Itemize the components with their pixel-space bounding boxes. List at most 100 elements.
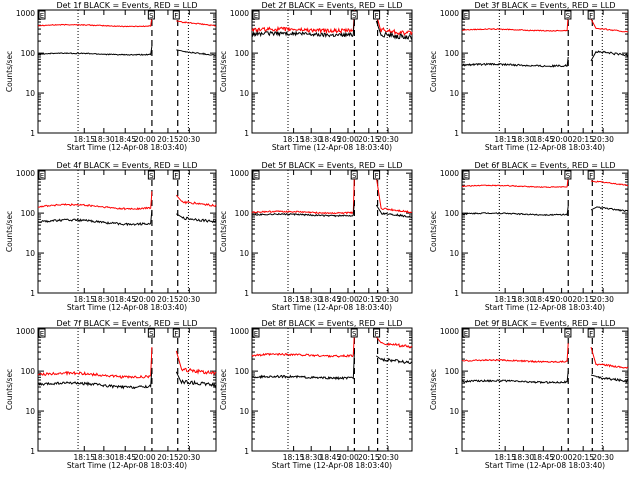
- x-tick-label: 20:00: [134, 295, 156, 304]
- y-axis-label: Counts/sec: [219, 369, 228, 410]
- plot-frame: [251, 169, 413, 294]
- flag-s-box: [350, 10, 358, 20]
- y-tick-label: 1: [454, 447, 459, 456]
- flag-e-box: [252, 328, 260, 338]
- flag-e: E: [40, 330, 44, 338]
- red-lld-line-post: [375, 176, 413, 214]
- flag-s-box: [564, 10, 572, 20]
- y-tick-label: 100: [445, 209, 460, 218]
- black-events-line-pre: [251, 351, 355, 381]
- x-tick-label: 20:30: [377, 453, 399, 462]
- x-tick-label: 18:45: [114, 453, 136, 462]
- panel-title: Det 5f BLACK = Events, RED = LLD: [261, 161, 402, 170]
- y-tick-label: 1000: [230, 9, 249, 18]
- x-tick-label: 20:30: [377, 135, 399, 144]
- red-lld-line-post: [175, 350, 217, 376]
- y-tick-label: 10: [25, 407, 35, 416]
- x-axis-label: Start Time (12-Apr-08 18:03:40): [485, 461, 605, 470]
- y-tick-label: 10: [239, 89, 249, 98]
- panel-1: Det 1f BLACK = Events, RED = LLD 1 10 100 10…: [5, 1, 217, 152]
- x-tick-label: 18:15: [283, 453, 305, 462]
- x-tick-label: 20:30: [178, 453, 200, 462]
- y-axis-label: Counts/sec: [5, 51, 14, 92]
- x-tick-label: 18:30: [300, 453, 322, 462]
- flag-f-box: [587, 170, 595, 180]
- panel-title: Det 6f BLACK = Events, RED = LLD: [474, 161, 615, 170]
- x-tick-label: 18:15: [494, 135, 516, 144]
- x-tick-label: 20:00: [551, 135, 573, 144]
- x-tick-label: 18:45: [114, 135, 136, 144]
- black-events-line-pre: [461, 56, 569, 68]
- y-tick-label: 10: [449, 407, 459, 416]
- black-events-line-post: [590, 374, 629, 383]
- flag-s: S: [566, 12, 571, 20]
- red-lld-line-pre: [251, 173, 355, 215]
- flag-e: E: [464, 330, 468, 338]
- x-tick-label: 20:00: [551, 453, 573, 462]
- y-tick-label: 100: [445, 367, 460, 376]
- panel-4: Det 4f BLACK = Events, RED = LLD 1 10 100 10…: [5, 161, 217, 312]
- red-lld-line-pre: [37, 347, 153, 379]
- red-lld-line-pre: [251, 9, 355, 35]
- y-tick-label: 1000: [230, 327, 249, 336]
- x-axis-label: Start Time (12-Apr-08 18:03:40): [67, 143, 187, 152]
- x-axis-label: Start Time (12-Apr-08 18:03:40): [485, 303, 605, 312]
- y-tick-label: 10: [239, 249, 249, 258]
- panel-title: Det 3f BLACK = Events, RED = LLD: [474, 1, 615, 10]
- flag-f: F: [589, 12, 593, 20]
- y-tick-label: 100: [235, 49, 250, 58]
- y-tick-label: 1: [30, 447, 35, 456]
- x-tick-label: 20:30: [178, 135, 200, 144]
- x-tick-label: 18:30: [513, 295, 535, 304]
- flag-s-box: [350, 328, 358, 338]
- red-lld-line-post: [590, 180, 629, 187]
- red-lld-line-pre: [461, 14, 569, 32]
- flag-f: F: [375, 172, 379, 180]
- x-tick-label: 18:15: [73, 453, 95, 462]
- x-tick-label: 18:30: [513, 453, 535, 462]
- black-events-line-pre: [461, 371, 569, 385]
- panel-title: Det 2f BLACK = Events, RED = LLD: [261, 1, 402, 10]
- flag-s: S: [352, 172, 357, 180]
- black-events-line-pre: [461, 206, 569, 217]
- y-tick-label: 100: [445, 49, 460, 58]
- black-events-line-post: [590, 206, 629, 213]
- x-tick-label: 18:45: [533, 453, 555, 462]
- x-tick-label: 18:30: [93, 295, 115, 304]
- red-lld-line-post: [175, 194, 217, 207]
- flag-s: S: [149, 330, 154, 338]
- black-events-line-post: [176, 213, 217, 224]
- y-axis-label: Counts/sec: [429, 51, 438, 92]
- flag-f-box: [172, 328, 180, 338]
- red-lld-line-post: [590, 346, 629, 369]
- x-tick-label: 18:15: [283, 135, 305, 144]
- plot-frame: [37, 169, 217, 294]
- y-tick-label: 10: [449, 89, 459, 98]
- x-tick-label: 18:30: [93, 453, 115, 462]
- flag-e-box: [38, 10, 46, 20]
- x-tick-label: 18:15: [73, 295, 95, 304]
- flag-e: E: [254, 12, 258, 20]
- black-events-line-pre: [37, 209, 153, 227]
- flag-f-box: [373, 10, 381, 20]
- y-tick-label: 1: [244, 129, 249, 138]
- flag-e-box: [462, 328, 470, 338]
- red-lld-line-post: [176, 20, 217, 27]
- x-axis-label: Start Time (12-Apr-08 18:03:40): [272, 461, 392, 470]
- y-tick-label: 1000: [440, 9, 459, 18]
- black-events-line-post: [375, 355, 413, 365]
- x-tick-label: 20:30: [377, 295, 399, 304]
- y-tick-label: 100: [21, 367, 36, 376]
- x-tick-label: 20:15: [358, 295, 380, 304]
- black-events-line-pre: [37, 46, 153, 56]
- x-tick-label: 20:15: [572, 295, 594, 304]
- y-axis-label: Counts/sec: [219, 211, 228, 252]
- flag-e-box: [462, 170, 470, 180]
- black-events-line-pre: [251, 16, 355, 39]
- y-tick-label: 1: [454, 289, 459, 298]
- x-tick-label: 18:15: [494, 453, 516, 462]
- panel-title: Det 8f BLACK = Events, RED = LLD: [261, 319, 402, 328]
- panel-title: Det 7f BLACK = Events, RED = LLD: [56, 319, 197, 328]
- x-tick-label: 18:45: [114, 295, 136, 304]
